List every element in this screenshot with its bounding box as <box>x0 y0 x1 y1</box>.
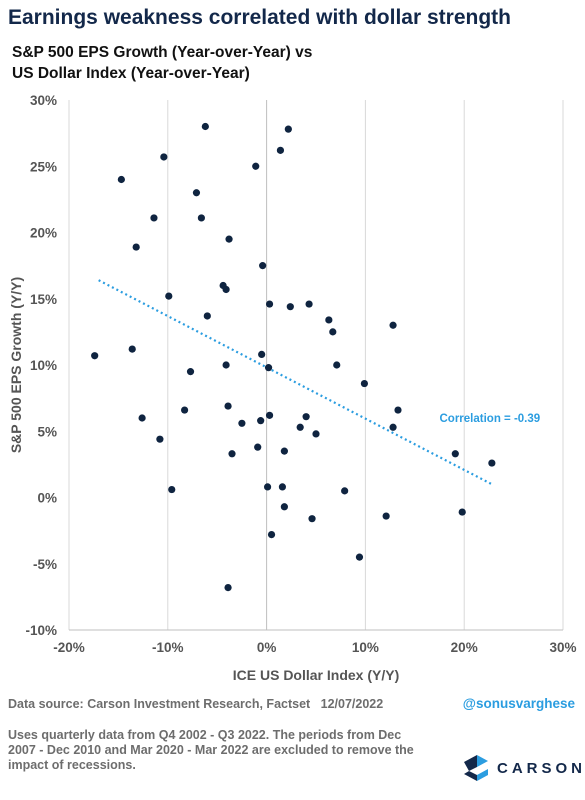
data-point <box>228 450 236 458</box>
chart-subtitle: S&P 500 EPS Growth (Year-over-Year) vs U… <box>12 42 312 84</box>
correlation-annotation: Correlation = -0.39 <box>440 413 541 425</box>
y-tick-label: -5% <box>33 557 57 572</box>
data-point <box>254 443 262 451</box>
x-tick-label: 0% <box>257 640 277 655</box>
data-point <box>341 487 349 495</box>
x-tick-label: -20% <box>53 640 85 655</box>
data-point <box>91 352 99 360</box>
data-point <box>325 316 333 324</box>
x-axis-label: ICE US Dollar Index (Y/Y) <box>233 667 399 683</box>
data-point <box>238 419 246 427</box>
subtitle-line-2: US Dollar Index (Year-over-Year) <box>12 65 250 82</box>
data-point <box>264 364 273 372</box>
y-tick-label: 20% <box>30 226 57 241</box>
data-point <box>265 411 274 419</box>
data-point <box>382 512 390 520</box>
data-point <box>128 345 136 353</box>
data-point <box>165 292 173 300</box>
data-point <box>201 122 209 131</box>
data-point <box>488 459 496 467</box>
data-point <box>308 515 316 523</box>
y-tick-label: 15% <box>30 292 57 307</box>
subtitle-line-1: S&P 500 EPS Growth (Year-over-Year) vs <box>12 44 313 61</box>
data-point <box>296 423 304 431</box>
data-point <box>222 285 230 294</box>
logo-wordmark: CARSON <box>497 759 585 777</box>
data-point <box>222 361 230 369</box>
y-tick-label: 5% <box>37 424 57 439</box>
author-handle: @sonusvarghese <box>462 696 575 711</box>
data-point <box>263 483 272 491</box>
data-point <box>197 214 205 222</box>
data-point <box>360 379 369 388</box>
data-point <box>278 483 287 491</box>
data-point <box>394 406 402 414</box>
data-point <box>267 531 276 539</box>
y-axis-label: S&P 500 EPS Growth (Y/Y) <box>8 277 24 453</box>
data-point <box>180 406 189 414</box>
data-point <box>265 300 274 308</box>
x-tick-label: 30% <box>549 640 576 655</box>
carson-logo-icon <box>464 755 488 781</box>
data-point <box>302 413 310 421</box>
data-point <box>117 175 125 184</box>
data-point <box>355 553 364 561</box>
data-point <box>280 447 288 455</box>
data-point <box>168 485 176 494</box>
data-point <box>389 423 397 431</box>
data-point <box>284 125 292 133</box>
data-point <box>192 189 201 197</box>
data-point <box>138 414 146 422</box>
data-point <box>451 450 459 458</box>
data-point <box>333 361 341 369</box>
gridlines <box>68 100 564 630</box>
data-point <box>224 584 232 592</box>
data-point <box>259 262 267 270</box>
source-text: Data source: Carson Investment Research,… <box>8 697 311 711</box>
data-point <box>160 153 168 161</box>
data-point <box>225 235 233 243</box>
trendline <box>98 279 493 486</box>
data-point <box>258 350 266 358</box>
x-tick-label: -10% <box>152 640 184 655</box>
y-tick-label: 0% <box>37 491 57 506</box>
data-point <box>257 417 265 425</box>
data-point <box>305 300 313 308</box>
data-points <box>91 122 496 592</box>
data-point <box>224 402 232 410</box>
y-tick-label: -10% <box>25 623 57 638</box>
y-tick-label: 10% <box>30 358 57 373</box>
axes: -20% -10% 0% 10% 20% 30% -10% -5% 0% 5% 10% 15% 20% 2… <box>25 93 576 655</box>
data-point <box>286 303 294 311</box>
data-point <box>150 214 158 222</box>
data-point <box>132 243 140 251</box>
data-point <box>280 503 288 511</box>
data-point <box>389 321 397 329</box>
data-point <box>203 312 211 320</box>
y-tick-label: 30% <box>30 93 57 108</box>
data-point <box>276 146 285 154</box>
methodology-note: Uses quarterly data from Q4 2002 - Q3 20… <box>8 728 414 772</box>
data-point <box>252 162 260 170</box>
carson-logo: CARSON <box>464 755 585 781</box>
data-point <box>312 430 320 438</box>
data-point <box>156 435 164 443</box>
scatter-chart: -20% -10% 0% 10% 20% 30% -10% -5% 0% 5% 10% 15% 20% 2… <box>8 93 577 683</box>
source-date: 12/07/2022 <box>320 697 384 711</box>
x-tick-label: 20% <box>451 640 478 655</box>
y-tick-label: 25% <box>30 159 57 174</box>
data-point <box>458 508 466 516</box>
x-tick-label: 10% <box>352 640 379 655</box>
data-point <box>329 328 337 336</box>
data-point <box>186 368 195 376</box>
data-source: Data source: Carson Investment Research,… <box>8 697 383 711</box>
chart-title: Earnings weakness correlated with dollar… <box>8 6 511 29</box>
